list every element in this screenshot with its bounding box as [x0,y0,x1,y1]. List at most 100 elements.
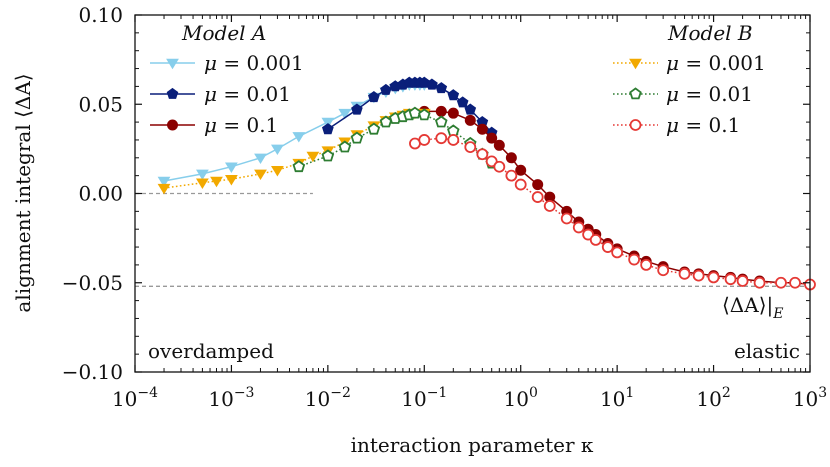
series-a-0-point [196,169,209,181]
y-tick-label: −0.10 [62,360,123,384]
series-a-2-point [515,164,527,176]
legend-b-entry: μ = 0.1 [613,113,740,137]
series-a-1-point [322,123,334,135]
x-tick-label: 10−3 [208,385,254,411]
series-b-4-point [292,160,306,173]
series-b-5-point [601,241,614,253]
y-tick-label: 0.10 [78,3,123,27]
series-b-5-point [505,169,518,182]
legend-a-entry: μ = 0.1 [150,113,278,137]
series-a-1-point [351,103,363,115]
legend-b-entry-label: μ = 0.01 [666,82,753,106]
series-a-0-point [338,108,352,120]
series-a-0-point [271,144,284,156]
series-b-5-point [628,253,641,266]
annotation-elastic: elastic [734,339,800,363]
series-b-4-point [367,122,381,135]
series-b-5-point [476,148,489,161]
x-tick-label: 102 [696,385,730,411]
series-b-5-point [724,273,737,286]
series-b-3-point [271,166,284,177]
series-a-2-point [505,152,517,164]
series-a-1-point [464,103,477,115]
series-a-2-point [435,105,447,117]
series-layer [157,76,816,291]
legend-a-entry-marker [166,58,179,70]
legend-b-entry-label: μ = 0.001 [666,51,766,75]
series-b-5-point [640,258,653,271]
series-b-5-point [560,212,573,225]
legend-model-b: Model B μ = 0.001 μ = 0.01 μ = 0.1 [613,21,766,137]
series-b-4-point [350,131,364,144]
series-a-1-point [368,90,380,103]
series-b-5-point [678,267,691,280]
series-b-5-point [493,160,506,173]
series-b-4-point [338,140,352,153]
series-a-1-point [447,89,460,101]
series-a-2-point [532,179,544,191]
series-b-3-point [306,151,320,163]
series-b-4-point [408,106,422,119]
legend-b-entry-marker [629,58,642,70]
series-b-3-point [196,178,209,189]
x-tick-label: 10−4 [112,385,158,411]
series-b-5-line [414,137,811,286]
legend-b-entry: μ = 0.001 [613,51,766,75]
series-b-3-point [254,169,267,181]
legend-b-entry-marker [629,119,642,131]
series-b-5-point [514,178,527,191]
y-tick-label: −0.05 [62,271,123,295]
series-b-5-point [572,221,585,234]
series-b-4-point [418,108,431,121]
legend-a-entry-marker [166,87,179,99]
series-b-4-point [434,115,448,128]
series-a-2 [418,105,816,291]
legend-a-entry: μ = 0.01 [150,82,291,106]
series-a-0-point [225,162,238,173]
series-b-5-point [464,141,477,153]
x-tick-label: 103 [793,385,827,411]
series-b-5-point [543,200,556,212]
series-b-5-point [789,276,801,289]
series-a-1 [322,76,498,138]
reference-lines [135,192,810,287]
series-b-5-point [435,132,448,145]
annotation-overdamped: overdamped [148,339,274,363]
x-tick-label: 101 [600,385,634,411]
series-b-5-point [657,264,670,277]
x-axis-label: interaction parameter κ [351,433,594,457]
series-b-5-point [775,276,787,289]
series-b-3-point [210,176,223,188]
series-a-2-point [464,114,476,126]
x-tick-label: 10−2 [305,385,351,411]
series-b-5-point [707,271,720,284]
series-a-0 [157,80,431,188]
series-a-0-point [157,176,171,188]
legend-model-a: Model A μ = 0.001 μ = 0.01 μ = 0.1 [150,21,304,137]
series-b-5-point [418,134,431,146]
legend-a-title: Model A [181,21,266,45]
series-a-1-point [435,82,448,94]
legend-a-entry-marker [167,119,178,131]
series-a-1-point [380,83,392,95]
legend-a-entry: μ = 0.001 [150,51,304,75]
legend-b-title: Model B [667,21,753,45]
series-a-2-point [486,132,498,144]
series-a-1-point [426,78,438,90]
x-tick-label: 10−1 [401,385,447,411]
series-b-3-point [225,175,238,186]
legend-b-entry-marker [629,87,642,100]
series-b-5-point [736,275,749,287]
series-a-0-point [292,132,306,143]
legend-a-entry-label: μ = 0.1 [204,113,278,137]
series-b-5-point [753,276,766,289]
series-a-0-point [254,153,267,165]
y-tick-label: 0.05 [78,92,123,116]
series-b-4-point [447,124,460,137]
series-b-4-point [321,149,335,162]
legend-a-entry-label: μ = 0.001 [204,51,304,75]
series-b-5-point [692,269,705,282]
series-b-5-point [589,234,602,246]
series-a-2-point [476,123,488,135]
